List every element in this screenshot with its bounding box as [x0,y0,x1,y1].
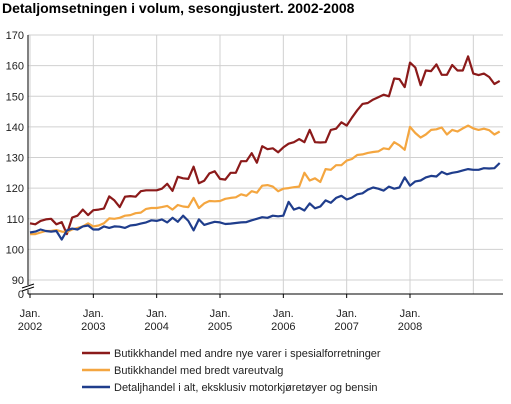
y-tick-label: 120 [6,183,24,195]
x-tick-label-year: 2006 [271,321,295,333]
chart-title: Detaljomsetningen i volum, sesongjustert… [2,0,355,16]
y-tick-label: 100 [6,244,24,256]
legend-label-1: Butikkhandel med andre nye varer i spesi… [114,348,381,360]
x-tick-label-month: Jan. [83,308,104,320]
grid-layer [28,34,503,294]
y-tick-label: 170 [6,30,24,42]
legend-label-2: Butikkhandel med bredt vareutvalg [114,365,283,377]
axis-break-gap [22,285,34,290]
legend: Butikkhandel med andre nye varer i spesi… [82,348,381,394]
x-tick-label-year: 2007 [334,321,358,333]
series-line-3 [29,162,501,241]
series-line-2 [30,124,501,236]
y-tick-label: 130 [6,153,24,165]
x-tick-label-year: 2004 [144,321,168,333]
x-tick-label-year: 2008 [398,321,422,333]
series-layer [29,55,501,241]
axis-break-mark [21,283,35,289]
series-line-1 [29,55,501,236]
axis-layer: 090100110120130140150160170Jan.2002Jan.2… [6,30,503,333]
x-tick-label-month: Jan. [400,308,421,320]
x-tick-label-month: Jan. [146,308,167,320]
x-tick-label-month: Jan. [20,308,41,320]
y-tick-label: 160 [6,61,24,73]
y-tick-label: 0 [18,289,24,301]
axis-break-mark [21,286,35,292]
y-tick-label: 90 [12,275,24,287]
x-tick-label-year: 2005 [208,321,232,333]
x-tick-label-month: Jan. [210,308,231,320]
x-tick-label-month: Jan. [273,308,294,320]
legend-label-3: Detaljhandel i alt, eksklusiv motorkjøre… [114,382,378,394]
y-tick-label: 150 [6,91,24,103]
x-tick-label-year: 2003 [81,321,105,333]
y-tick-label: 140 [6,122,24,134]
y-tick-label: 110 [6,214,24,226]
x-tick-label-year: 2002 [18,321,42,333]
x-tick-label-month: Jan. [336,308,357,320]
